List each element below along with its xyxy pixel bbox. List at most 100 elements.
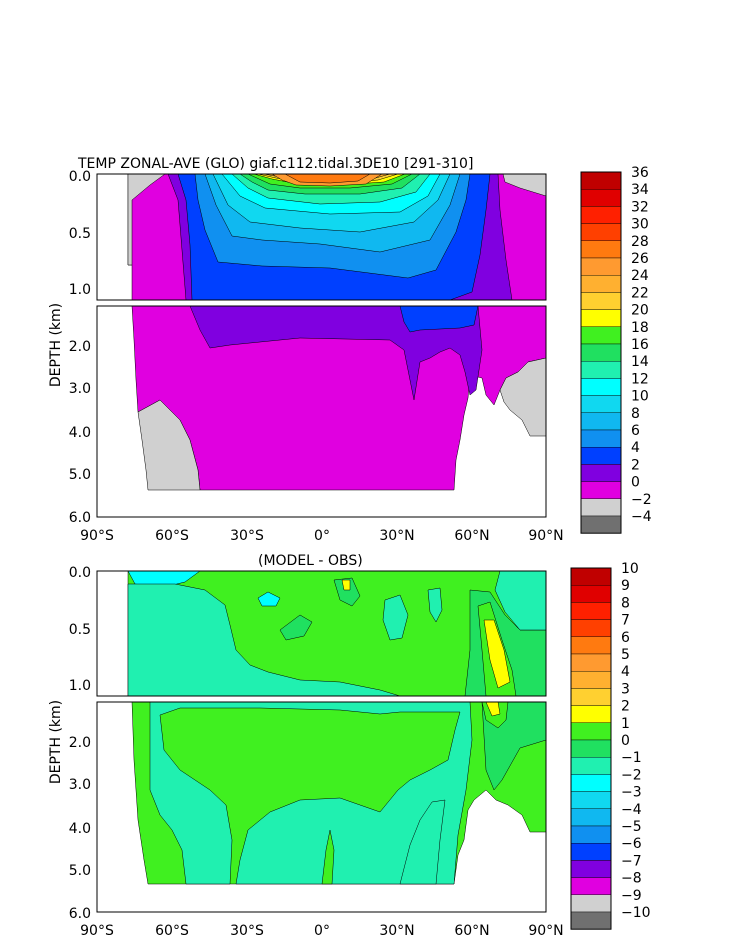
top-colorbar-swatch-11 (580, 361, 622, 379)
bottom-xtick-label-4: 30°N (379, 923, 414, 939)
bottom-xtick-label-6: 90°N (528, 923, 563, 939)
top-colorbar-label-4: 28 (631, 234, 649, 250)
bottom-colorbar-swatch-15 (570, 825, 612, 844)
bottom-colorbar-swatch-1 (570, 585, 612, 603)
top-colorbar-label-10: 16 (631, 337, 649, 353)
top-ytick-label-5: 4.0 (69, 425, 91, 441)
bottom-colorbar-label-0: 10 (621, 561, 639, 577)
top-colorbar-label-0: 36 (631, 165, 649, 181)
top-lower-bottom-ice-right (499, 357, 546, 437)
bottom-colorbar-swatch-12 (570, 774, 612, 792)
bottom-colorbar-label-13: −3 (621, 785, 642, 801)
top-colorbar-swatch-13 (580, 395, 622, 414)
top-colorbar-swatch-5 (580, 257, 622, 276)
bottom-colorbar-swatch-13 (570, 791, 612, 809)
bottom-colorbar-swatch-3 (570, 619, 612, 637)
bottom-colorbar-frame (570, 567, 612, 930)
bottom-xtick-label-5: 60°N (454, 923, 489, 939)
bottom-colorbar-label-3: 7 (621, 613, 630, 629)
bottom-upper-pos-1to2-island (279, 614, 313, 641)
top-colorbar-label-16: 4 (631, 440, 640, 456)
bottom-colorbar-label-6: 4 (621, 664, 630, 680)
top-xtick-label-0: 90°S (80, 528, 114, 544)
top-colorbar-label-2: 32 (631, 199, 649, 215)
bottom-ytick-label-5: 4.0 (69, 821, 91, 837)
top-colorbar-swatch-17 (580, 464, 622, 482)
top-colorbar-swatch-14 (580, 412, 622, 431)
top-colorbar-label-6: 24 (631, 268, 649, 284)
top-colorbar-swatch-9 (580, 326, 622, 345)
bottom-colorbar-label-19: −9 (621, 888, 642, 904)
bottom-ytick-label-0: 0.0 (69, 565, 91, 581)
top-colorbar-swatch-8 (580, 309, 622, 328)
bottom-colorbar-swatch-11 (570, 757, 612, 775)
bottom-colorbar-label-9: 1 (621, 716, 630, 732)
bottom-lower-neg-lobe-right (399, 799, 446, 885)
bottom-ylabel: DEPTH (km) (48, 700, 64, 784)
bottom-colorbar-label-14: −4 (621, 802, 642, 818)
bottom-lower-pos-streak-1 (321, 829, 335, 885)
bottom-upper-frame (96, 570, 547, 697)
bottom-colorbar-label-15: −5 (621, 819, 642, 835)
bottom-panel: (MODEL - OBS) (48, 553, 651, 939)
bottom-upper-right-3to4 (483, 619, 511, 689)
top-ylabel: DEPTH (km) (48, 303, 64, 387)
top-ytick-label-7: 6.0 (69, 510, 91, 526)
bottom-ytick-label-6: 5.0 (69, 863, 91, 879)
bottom-xtick-label-2: 30°S (230, 923, 264, 939)
top-colorbar-swatch-12 (580, 378, 622, 396)
bottom-colorbar-swatch-18 (570, 877, 612, 895)
top-colorbar-swatch-19 (580, 498, 622, 517)
top-upper-sea-ice-right (502, 174, 546, 197)
top-upper-section (97, 174, 546, 300)
bottom-colorbar-label-10: 0 (621, 733, 630, 749)
top-colorbar-swatch-2 (580, 206, 622, 224)
bottom-ytick-label-4: 3.0 (69, 777, 91, 793)
top-colorbar-label-11: 14 (631, 354, 649, 370)
bottom-colorbar-label-7: 3 (621, 681, 630, 697)
bottom-colorbar-swatch-8 (570, 705, 612, 723)
bottom-colorbar-label-1: 9 (621, 578, 630, 594)
top-colorbar-swatch-4 (580, 240, 622, 259)
top-upper-28plus (284, 174, 371, 184)
top-colorbar-label-8: 20 (631, 303, 649, 319)
top-x-axis: 90°S 60°S 30°S 0° 30°N 60°N 90°N (80, 528, 564, 544)
bottom-colorbar-label-5: 5 (621, 647, 630, 663)
top-colorbar-label-19: −2 (631, 492, 652, 508)
top-upper-sea-ice-left (127, 174, 166, 266)
bottom-chart-title: (MODEL - OBS) (258, 553, 363, 569)
bottom-lower-section (97, 702, 546, 912)
top-lower-bottom-ice-left (137, 399, 201, 491)
top-ytick-label-1: 0.5 (69, 226, 91, 242)
top-colorbar-label-9: 18 (631, 320, 649, 336)
bottom-upper-pos-yellow-spot (341, 579, 351, 591)
bottom-colorbar-label-12: −2 (621, 767, 642, 783)
top-colorbar-label-17: 2 (631, 457, 640, 473)
top-upper-frame (96, 173, 547, 301)
bottom-colorbar-label-4: 6 (621, 630, 630, 646)
bottom-colorbar-swatch-4 (570, 636, 612, 655)
bottom-upper-neg-upper-left (127, 583, 401, 696)
top-xtick-label-3: 0° (314, 528, 330, 544)
bottom-ytick-label-7: 6.0 (69, 906, 91, 922)
bottom-colorbar-label-8: 2 (621, 699, 630, 715)
top-ytick-label-2: 1.0 (69, 282, 91, 298)
top-xtick-label-6: 90°N (528, 528, 563, 544)
bottom-ytick-label-2: 1.0 (69, 678, 91, 694)
top-colorbar-swatch-6 (580, 275, 622, 293)
bottom-colorbar-swatch-0 (570, 567, 612, 586)
top-lower-4to6 (399, 306, 479, 333)
top-colorbar-swatch-16 (580, 447, 622, 465)
top-colorbar-swatch-10 (580, 343, 622, 362)
top-colorbar-label-13: 10 (631, 389, 649, 405)
bottom-lower-right-yellow (485, 702, 501, 717)
bottom-colorbar-swatch-19 (570, 894, 612, 913)
top-colorbar-swatch-1 (580, 188, 622, 207)
top-colorbar-label-15: 6 (631, 423, 640, 439)
bottom-colorbar-swatch-10 (570, 739, 612, 758)
top-colorbar-swatch-3 (580, 223, 622, 242)
bottom-xtick-label-0: 90°S (80, 923, 114, 939)
top-colorbar-swatch-15 (580, 429, 622, 448)
bottom-colorbar-swatch-17 (570, 860, 612, 878)
